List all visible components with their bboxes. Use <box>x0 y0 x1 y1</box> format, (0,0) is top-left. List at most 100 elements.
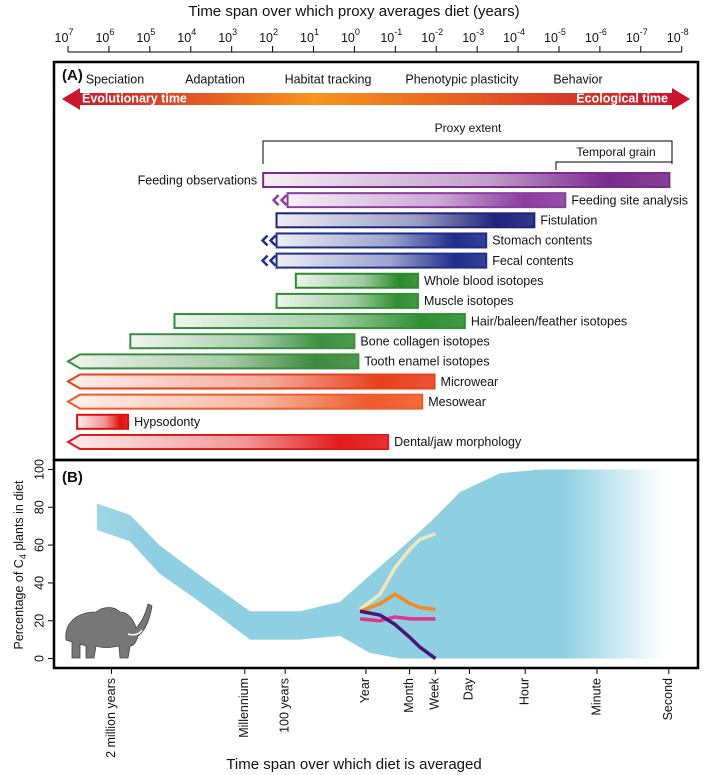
line <box>359 592 436 613</box>
bar <box>173 313 466 330</box>
scale-label: Adaptation <box>185 72 245 86</box>
time-arrow <box>62 88 690 110</box>
x-tick-base: 10 <box>95 31 109 45</box>
scale-label: Phenotypic plasticity <box>405 72 519 86</box>
panel-b-frame <box>52 458 700 670</box>
bottom-axis-title: Time span over which diet is averaged <box>226 756 481 773</box>
y-tick-label: 100 <box>32 459 46 480</box>
bar <box>262 172 671 188</box>
chevron <box>268 254 277 267</box>
y-tick-label: 40 <box>32 576 46 590</box>
x-tick-exponent: -5 <box>558 27 566 37</box>
x-tick-label: 106 <box>95 27 114 45</box>
y-axis-title-sub: 4 <box>18 554 28 559</box>
x-tick-base: 10 <box>300 31 314 45</box>
bar <box>66 373 436 390</box>
bar-label: Mesowear <box>428 395 486 409</box>
x-tick-base: 10 <box>626 31 640 45</box>
x-tick-base: 10 <box>462 31 476 45</box>
panel-label: (A) <box>62 67 83 84</box>
time-arrow-label: Ecological time <box>576 91 668 105</box>
bar <box>275 232 488 249</box>
bar <box>286 192 567 209</box>
bar-label: Whole blood isotopes <box>424 274 544 288</box>
x-tick-label: Millennium <box>237 678 251 738</box>
bracket <box>555 161 672 170</box>
x-tick-label: 107 <box>55 27 74 45</box>
x-tick-label: 2 million years <box>104 678 118 758</box>
x-tick-label: 104 <box>177 27 196 45</box>
x-tick-base: 10 <box>503 31 517 45</box>
x-tick-label: 10-3 <box>462 27 484 45</box>
x-tick-base: 10 <box>667 31 681 45</box>
bar <box>66 353 360 370</box>
chevron <box>271 194 280 207</box>
x-tick-label: 10-4 <box>503 27 525 45</box>
bracket-label: Temporal grain <box>576 145 655 159</box>
bar-label: Bone collagen isotopes <box>360 334 489 348</box>
bar-label: Microwear <box>441 375 499 389</box>
x-tick-label: 105 <box>136 27 155 45</box>
bar-label: Fistulation <box>540 214 597 228</box>
bar <box>76 413 130 430</box>
x-tick-label: 10-5 <box>544 27 566 45</box>
y-tick-label: 60 <box>32 538 46 552</box>
x-tick-exponent: -4 <box>517 27 525 37</box>
x-tick-base: 10 <box>341 31 355 45</box>
x-tick-exponent: 3 <box>232 27 237 37</box>
elephant <box>65 603 153 659</box>
bar-label: Hair/baleen/feather isotopes <box>471 314 627 328</box>
x-tick-label: 101 <box>300 27 319 45</box>
x-tick-exponent: -1 <box>394 27 402 37</box>
bar-label: Stomach contents <box>492 234 592 248</box>
bracket <box>262 140 673 164</box>
x-tick-exponent: -2 <box>435 27 443 37</box>
y-axis-title: Percentage of C4 plants in diet <box>12 480 28 650</box>
x-tick-exponent: 2 <box>273 27 278 37</box>
x-tick-exponent: 5 <box>150 27 155 37</box>
bar <box>294 272 419 289</box>
x-tick-label: 102 <box>259 27 278 45</box>
bar-label: Fecal contents <box>492 254 573 268</box>
chevron <box>268 234 277 247</box>
x-tick-exponent: -3 <box>476 27 484 37</box>
x-tick-label: 10-7 <box>626 27 648 45</box>
bar <box>66 433 390 450</box>
x-tick-base: 10 <box>177 31 191 45</box>
bar-label: Feeding observations <box>138 173 258 187</box>
scale-label: Speciation <box>86 72 144 86</box>
x-tick-base: 10 <box>421 31 435 45</box>
scale-label: Behavior <box>553 72 602 86</box>
x-tick-exponent: 6 <box>109 27 114 37</box>
x-tick-label: 10-6 <box>585 27 607 45</box>
x-tick-base: 10 <box>218 31 232 45</box>
x-tick-label: Week <box>428 677 442 709</box>
bar <box>275 292 419 309</box>
line <box>359 609 437 660</box>
y-tick-label: 0 <box>32 655 46 662</box>
time-arrow-label: Evolutionary time <box>82 91 187 105</box>
x-tick-label: Month <box>402 678 416 713</box>
x-tick-label: 100 <box>341 27 360 45</box>
y-axis-title-part: Percentage of C <box>12 559 26 649</box>
bar <box>275 252 488 269</box>
bar-label: Feeding site analysis <box>571 193 688 207</box>
x-tick-label: 10-2 <box>421 27 443 45</box>
panel-label: (B) <box>62 469 83 486</box>
bar <box>66 393 424 410</box>
x-tick-base: 10 <box>544 31 558 45</box>
x-tick-label: 10-1 <box>380 27 402 45</box>
x-tick-label: Hour <box>517 678 531 705</box>
x-tick-label: Minute <box>589 678 603 716</box>
y-axis-title-part: plants in diet <box>12 480 26 554</box>
x-tick-exponent: 1 <box>314 27 319 37</box>
bar-label: Dental/jaw morphology <box>394 435 522 449</box>
x-tick-exponent: 4 <box>191 27 196 37</box>
bracket-label: Proxy extent <box>435 121 502 135</box>
bar-label: Hypsodonty <box>134 415 201 429</box>
x-tick-exponent: 7 <box>68 27 73 37</box>
x-tick-base: 10 <box>380 31 394 45</box>
x-tick-base: 10 <box>136 31 150 45</box>
